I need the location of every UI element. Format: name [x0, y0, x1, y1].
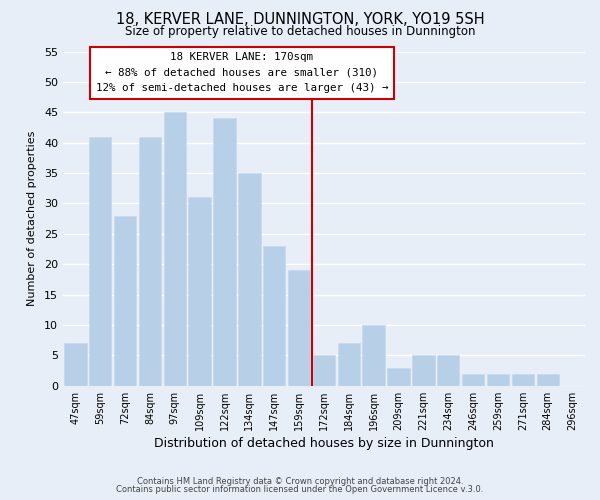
Bar [437, 356, 460, 386]
Y-axis label: Number of detached properties: Number of detached properties [27, 131, 37, 306]
Bar [89, 136, 112, 386]
Text: Size of property relative to detached houses in Dunnington: Size of property relative to detached ho… [125, 25, 475, 38]
Bar [512, 374, 534, 386]
Bar [214, 118, 236, 386]
Bar [313, 356, 335, 386]
Bar [64, 344, 86, 386]
Bar [536, 374, 559, 386]
Bar [462, 374, 484, 386]
Bar [362, 325, 385, 386]
Bar [114, 216, 136, 386]
X-axis label: Distribution of detached houses by size in Dunnington: Distribution of detached houses by size … [154, 437, 494, 450]
Bar [188, 198, 211, 386]
Text: 18 KERVER LANE: 170sqm
← 88% of detached houses are smaller (310)
12% of semi-de: 18 KERVER LANE: 170sqm ← 88% of detached… [95, 52, 388, 94]
Bar [487, 374, 509, 386]
Bar [164, 112, 186, 386]
Bar [263, 246, 286, 386]
Bar [238, 173, 260, 386]
Bar [139, 136, 161, 386]
Text: Contains public sector information licensed under the Open Government Licence v.: Contains public sector information licen… [116, 484, 484, 494]
Bar [338, 344, 360, 386]
Text: Contains HM Land Registry data © Crown copyright and database right 2024.: Contains HM Land Registry data © Crown c… [137, 477, 463, 486]
Bar [412, 356, 434, 386]
Bar [388, 368, 410, 386]
Text: 18, KERVER LANE, DUNNINGTON, YORK, YO19 5SH: 18, KERVER LANE, DUNNINGTON, YORK, YO19 … [116, 12, 484, 28]
Bar [288, 270, 310, 386]
